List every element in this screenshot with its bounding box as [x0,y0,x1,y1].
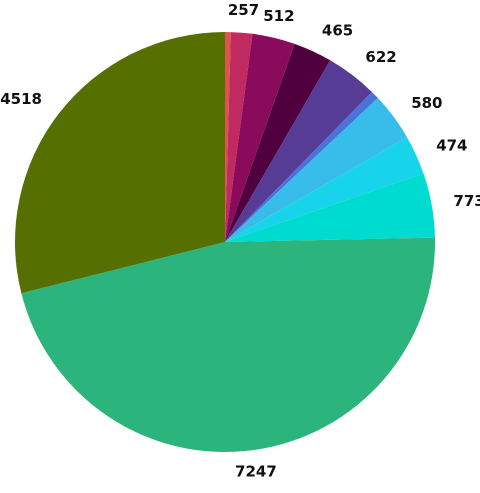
pie-label-6: 580 [411,94,442,112]
pie-slice-10 [14,31,226,294]
pie-slice-7 [225,137,424,242]
pie-slice-4 [225,60,372,242]
pie-slice-6 [225,97,407,242]
pie-slice-0 [225,31,231,243]
pie-slice-2 [225,33,295,243]
pie-label-3: 465 [322,22,353,40]
pie-slices [14,31,435,452]
pie-slice-5 [225,91,378,242]
pie-slice-3 [225,43,331,242]
pie-label-8: 773 [453,192,480,210]
pie-slice-9 [21,237,435,452]
pie-label-7: 474 [436,136,467,154]
pie-slice-1 [225,32,253,242]
pie-label-1: 257 [228,1,259,19]
pie-slice-8 [225,173,435,242]
pie-label-9: 7247 [235,462,277,480]
pie-label-2: 512 [263,7,294,25]
pie-label-10: 4518 [0,90,42,108]
pie-labels: 257 512 465 622 580 474 773 7247 4518 [0,1,480,480]
pie-label-4: 622 [365,48,396,66]
